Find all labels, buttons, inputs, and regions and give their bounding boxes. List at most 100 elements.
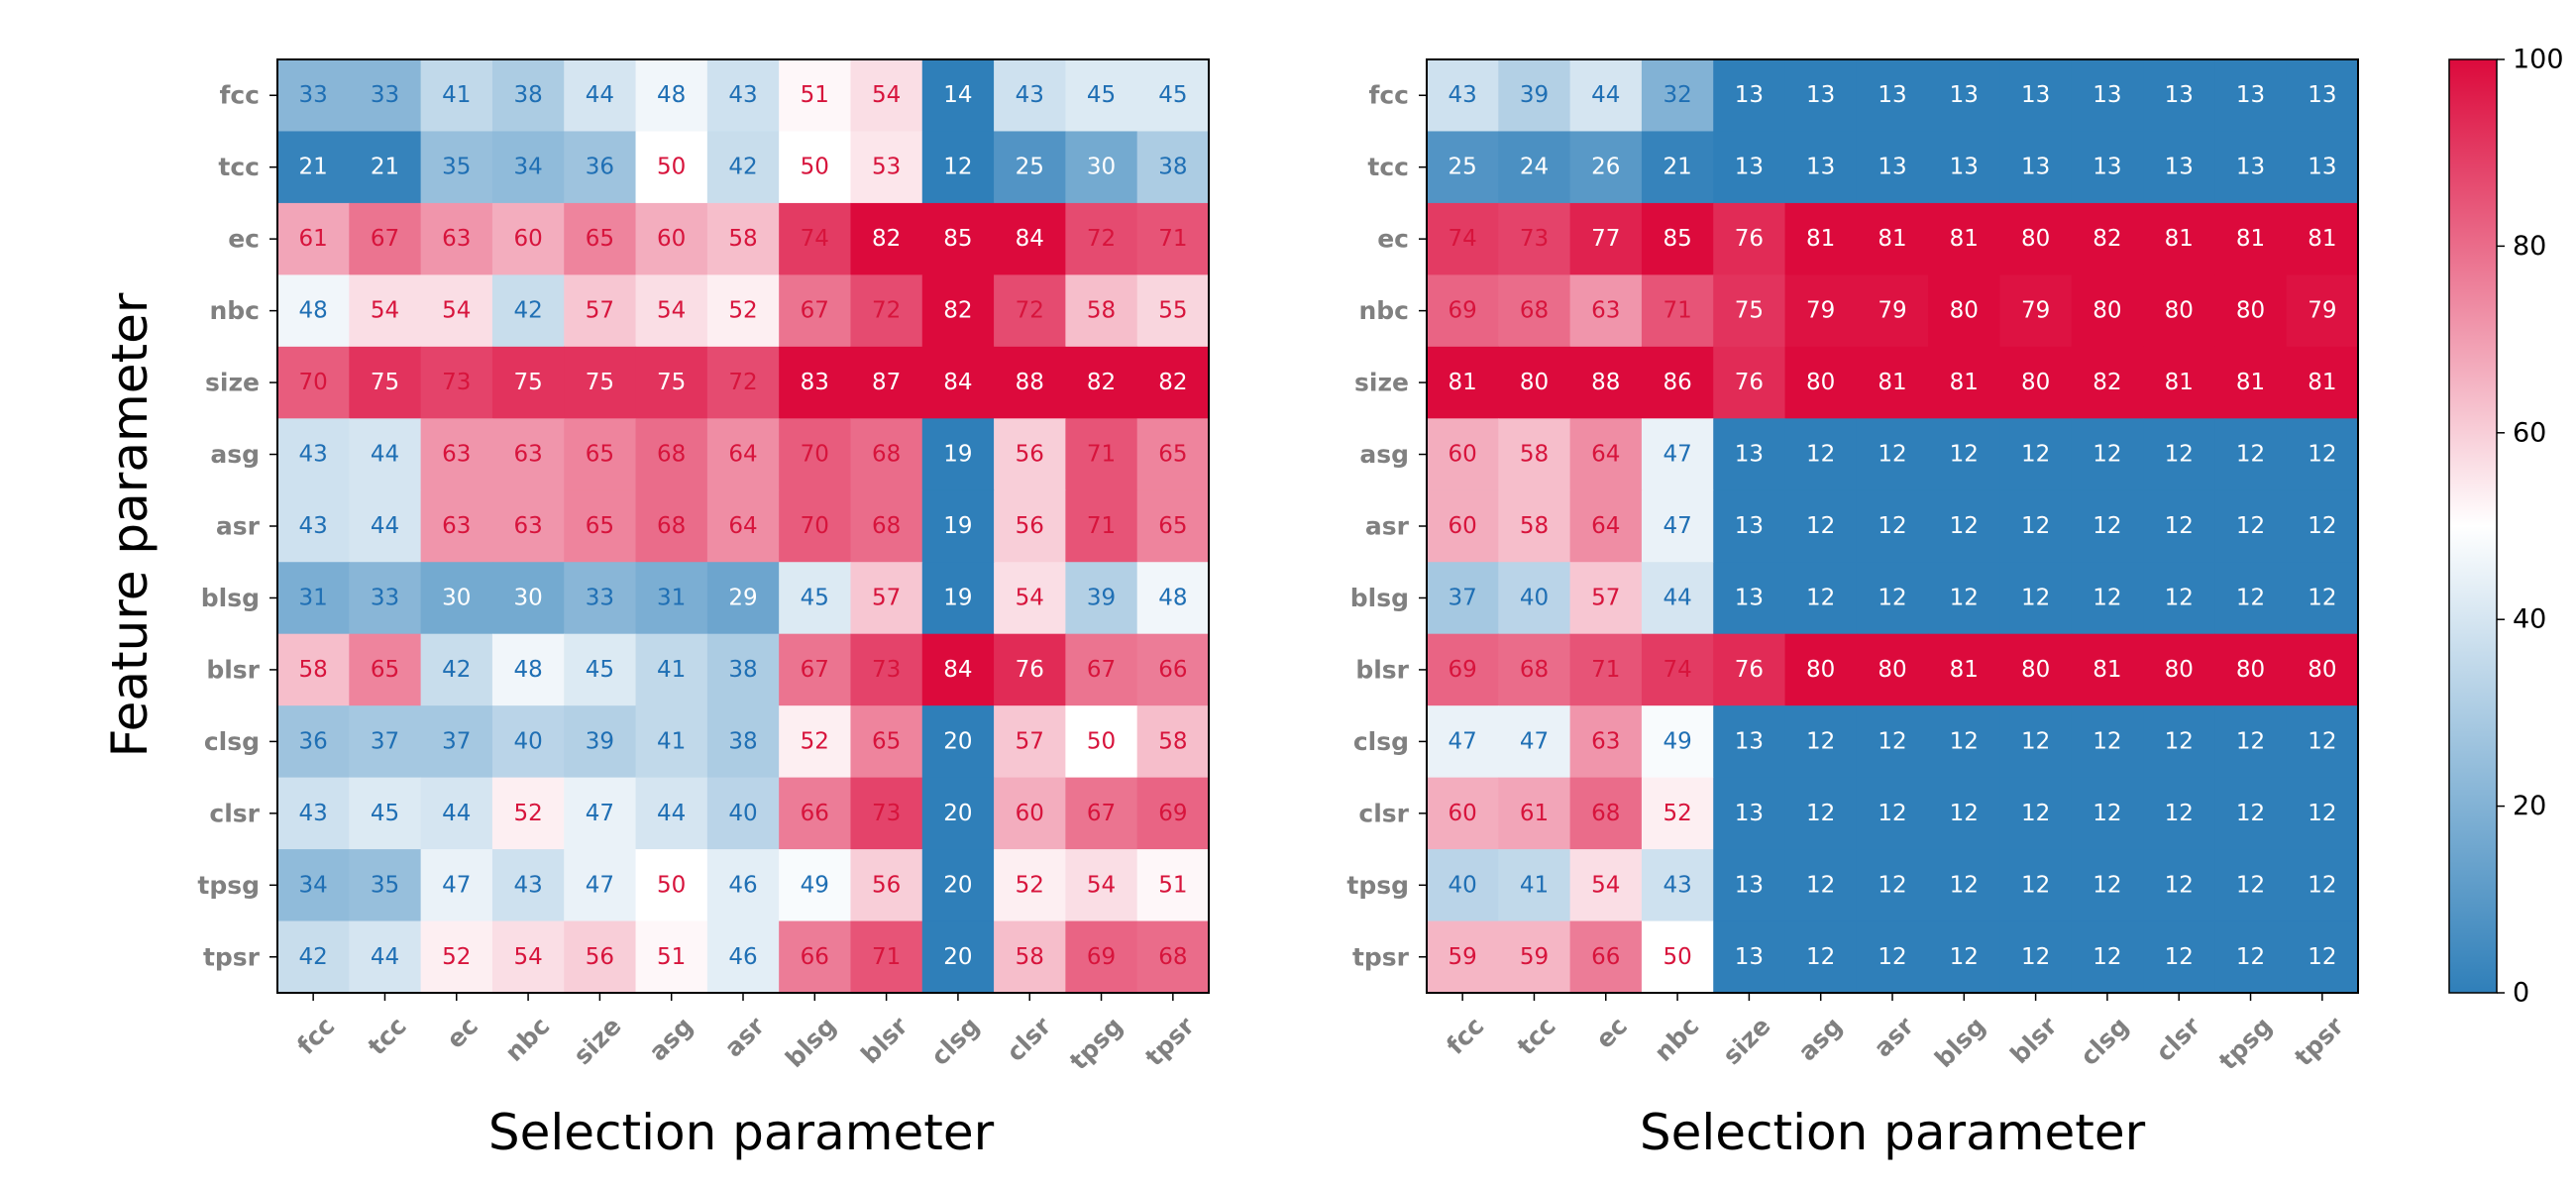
cell-value-label: 13 [2165, 155, 2194, 180]
cell-value-label: 12 [2093, 585, 2121, 610]
y-tick-label: size [1354, 369, 1409, 397]
y-tick-label: fcc [1368, 81, 1409, 110]
heatmap-cell [850, 202, 923, 275]
cell-value-label: 25 [1016, 155, 1044, 180]
cell-value-label: 49 [1663, 728, 1691, 754]
heatmap-cell [1928, 131, 2001, 204]
cell-value-label: 40 [1449, 872, 1477, 898]
cell-value-label: 12 [2308, 585, 2336, 610]
cell-value-label: 12 [1950, 585, 1979, 610]
heatmap-cell [491, 202, 565, 275]
heatmap-cell [850, 59, 923, 133]
heatmap-cell [1136, 59, 1210, 133]
heatmap-cell [564, 777, 637, 850]
heatmap-cell [349, 633, 422, 706]
heatmap-cell [491, 274, 565, 348]
cell-value-label: 13 [1806, 155, 1835, 180]
cell-value-label: 50 [1087, 728, 1116, 754]
heatmap-cell [420, 274, 493, 348]
heatmap-cell [1928, 489, 2001, 563]
heatmap-cell [2143, 849, 2215, 922]
cell-value-label: 33 [586, 585, 614, 610]
heatmap-cell [921, 202, 995, 275]
heatmap-cell [779, 633, 852, 706]
cell-value-label: 43 [728, 82, 757, 108]
y-tick-label: clsg [1353, 727, 1409, 756]
cell-value-label: 73 [872, 657, 901, 683]
cell-value-label: 60 [513, 226, 542, 252]
cell-value-label: 54 [371, 298, 399, 324]
cell-value-label: 44 [1591, 82, 1620, 108]
heatmap-cell [1498, 562, 1571, 635]
heatmap-cell [1498, 489, 1571, 563]
cell-value-label: 50 [801, 155, 829, 180]
heatmap-cell [921, 777, 995, 850]
heatmap-cell [349, 274, 422, 348]
cell-value-label: 13 [2021, 82, 2050, 108]
heatmap-cell [1498, 59, 1571, 133]
heatmap-cell [1427, 849, 1499, 922]
y-tick-label: clsr [209, 799, 260, 827]
x-tick-label: nbc [1649, 1012, 1704, 1067]
cell-value-label: 13 [1735, 585, 1764, 610]
cell-value-label: 68 [657, 442, 686, 468]
heatmap-cell [635, 202, 708, 275]
cell-value-label: 80 [2236, 298, 2265, 324]
cell-value-label: 71 [1591, 657, 1620, 683]
heatmap-cell [1641, 274, 1714, 348]
cell-value-label: 13 [2236, 82, 2265, 108]
heatmap-cell [1136, 920, 1210, 994]
heatmap-cell [1569, 562, 1643, 635]
cell-value-label: 34 [513, 155, 542, 180]
heatmap-cell [564, 346, 637, 419]
heatmap-cell [1856, 131, 1929, 204]
heatmap-cell [1928, 777, 2001, 850]
heatmap-cell [921, 59, 995, 133]
heatmap-cell [635, 705, 708, 779]
cell-value-label: 65 [872, 728, 901, 754]
cell-value-label: 12 [1950, 442, 1979, 468]
heatmap-cell [491, 633, 565, 706]
cell-value-label: 43 [299, 442, 328, 468]
heatmap-cell [2214, 202, 2288, 275]
cell-value-label: 52 [442, 944, 471, 970]
heatmap-cell [1784, 346, 1858, 419]
heatmap-cell [1498, 849, 1571, 922]
heatmap-cell [1784, 777, 1858, 850]
y-tick-label: nbc [209, 296, 260, 325]
heatmap-cell [850, 849, 923, 922]
cell-value-label: 12 [2236, 513, 2265, 539]
cell-value-label: 12 [2308, 513, 2336, 539]
y-tick-label: clsg [204, 727, 260, 756]
heatmap-cell [564, 274, 637, 348]
y-tick-label: ec [228, 225, 260, 254]
cell-value-label: 54 [442, 298, 471, 324]
heatmap-cell [994, 777, 1066, 850]
cell-value-label: 74 [1663, 657, 1691, 683]
heatmap-cell [635, 777, 708, 850]
cell-value-label: 88 [1591, 370, 1620, 395]
cell-value-label: 12 [2021, 872, 2050, 898]
cell-value-label: 81 [1449, 370, 1477, 395]
cell-value-label: 47 [1663, 513, 1691, 539]
heatmap-cell [1498, 274, 1571, 348]
cell-value-label: 13 [1806, 82, 1835, 108]
cell-value-label: 64 [728, 513, 757, 539]
cell-value-label: 60 [657, 226, 686, 252]
heatmap-cell [706, 920, 780, 994]
heatmap-cell [2071, 562, 2144, 635]
heatmap-cell [1999, 633, 2073, 706]
cell-value-label: 75 [1735, 298, 1764, 324]
heatmap-cell [994, 202, 1066, 275]
heatmap-cell [2143, 346, 2215, 419]
heatmap-cell [1856, 418, 1929, 491]
x-tick-label: asr [719, 1011, 771, 1062]
heatmap-cell [1713, 59, 1786, 133]
heatmap-cell [349, 562, 422, 635]
heatmap-cell [1136, 633, 1210, 706]
heatmap-cell [1569, 418, 1643, 491]
heatmap-cell [779, 705, 852, 779]
heatmap-cell [921, 274, 995, 348]
cell-value-label: 64 [1591, 513, 1620, 539]
cell-value-label: 13 [1735, 728, 1764, 754]
